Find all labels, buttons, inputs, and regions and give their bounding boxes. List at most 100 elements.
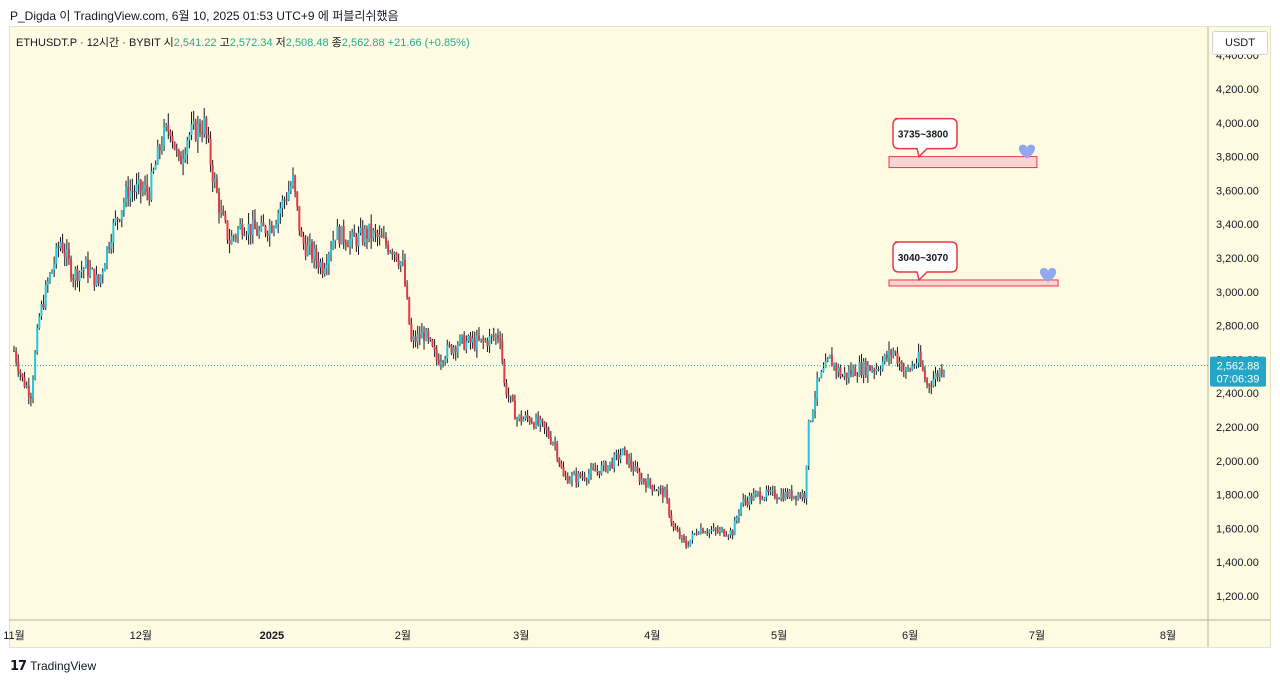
candle-body (797, 494, 800, 500)
candle-body (691, 533, 694, 540)
candle-body (858, 362, 861, 376)
candle-body (475, 335, 478, 349)
candle-body (824, 360, 827, 369)
currency-unit-button[interactable]: USDT (1212, 31, 1268, 55)
candle-body (558, 458, 561, 464)
candle-body (773, 489, 776, 498)
candle-body (410, 323, 413, 341)
candle-body (330, 248, 333, 255)
candle-body (938, 369, 941, 378)
candle-body (355, 236, 358, 247)
candle-body (518, 415, 521, 419)
candle-body (583, 476, 586, 480)
candle-body (13, 350, 15, 352)
candle-body (492, 335, 495, 338)
candle-body (778, 498, 781, 500)
candle-body (799, 494, 802, 498)
candle-body (448, 344, 451, 346)
candle-body (632, 466, 635, 471)
candle-body (484, 340, 487, 342)
candle-body (602, 461, 605, 466)
candle-body (382, 236, 385, 238)
candle-body (334, 239, 337, 241)
candle-body (249, 223, 252, 236)
candle-body (729, 530, 732, 536)
candle-body (539, 419, 542, 425)
candle-body (194, 121, 197, 141)
candle-body (651, 485, 654, 491)
candle-body (642, 478, 645, 483)
candle-body (76, 269, 79, 282)
tradingview-logo[interactable]: 𝟭𝟳 TradingView (10, 658, 96, 674)
candle-body (513, 400, 516, 420)
candle-body (547, 430, 550, 438)
candle-body (234, 236, 237, 238)
low-label: 저 (275, 37, 286, 49)
candle-body (414, 336, 417, 343)
candle-body (680, 535, 683, 538)
candle-body (429, 337, 432, 341)
candle-body (904, 368, 907, 371)
candle-body (42, 304, 45, 308)
candle-body (604, 461, 607, 472)
candle-body (201, 132, 204, 134)
candle-body (621, 448, 624, 456)
y-tick-label: 4,200.00 (1216, 84, 1259, 96)
candle-body (313, 248, 316, 259)
candle-body (32, 378, 35, 399)
candle-body (581, 476, 584, 478)
candle-body (192, 121, 195, 125)
candle-body (433, 346, 436, 350)
candle-body (934, 373, 937, 380)
candle-body (661, 488, 664, 498)
candle-body (919, 351, 922, 365)
candle-body (116, 217, 119, 220)
candle-body (769, 490, 772, 492)
candle-body (251, 219, 254, 236)
candle-body (780, 493, 783, 499)
chart-area[interactable] (9, 26, 1271, 648)
candle-body (241, 223, 244, 235)
candle-body (932, 379, 935, 387)
candle-body (374, 230, 377, 233)
candle-body (714, 528, 717, 531)
candle-body (564, 476, 567, 478)
candle-body (847, 370, 850, 378)
candle-body (245, 234, 248, 236)
candle-body (494, 335, 497, 338)
candle-body (239, 223, 242, 229)
x-tick-label: 3월 (513, 629, 529, 642)
candle-body (754, 492, 757, 494)
candle-body (528, 417, 531, 423)
candle-body (803, 493, 806, 499)
candle-body (78, 271, 81, 282)
candle-body (592, 468, 595, 470)
candle-body (370, 223, 373, 238)
candle-body (532, 423, 535, 428)
candle-body (879, 369, 882, 371)
candle-body (65, 249, 68, 257)
candle-body (173, 141, 176, 150)
candle-body (154, 164, 157, 170)
candle-body (260, 222, 263, 231)
candle-body (311, 242, 314, 259)
y-tick-label: 2,000.00 (1216, 456, 1259, 468)
candle-body (127, 187, 130, 199)
candle-body (177, 149, 180, 157)
candle-body (556, 443, 559, 459)
candle-body (807, 420, 810, 466)
candle-body (67, 249, 70, 259)
candle-body (262, 222, 265, 227)
candle-body (372, 230, 375, 238)
candle-body (765, 489, 768, 498)
candle-body (25, 385, 28, 387)
candle-body (898, 361, 901, 364)
candle-body (568, 480, 571, 484)
candle-body (306, 244, 309, 256)
candle-body (577, 473, 580, 483)
candle-body (427, 330, 430, 338)
x-tick-label: 8월 (1160, 629, 1176, 642)
candle-body (137, 179, 140, 185)
candle-body (296, 191, 299, 207)
